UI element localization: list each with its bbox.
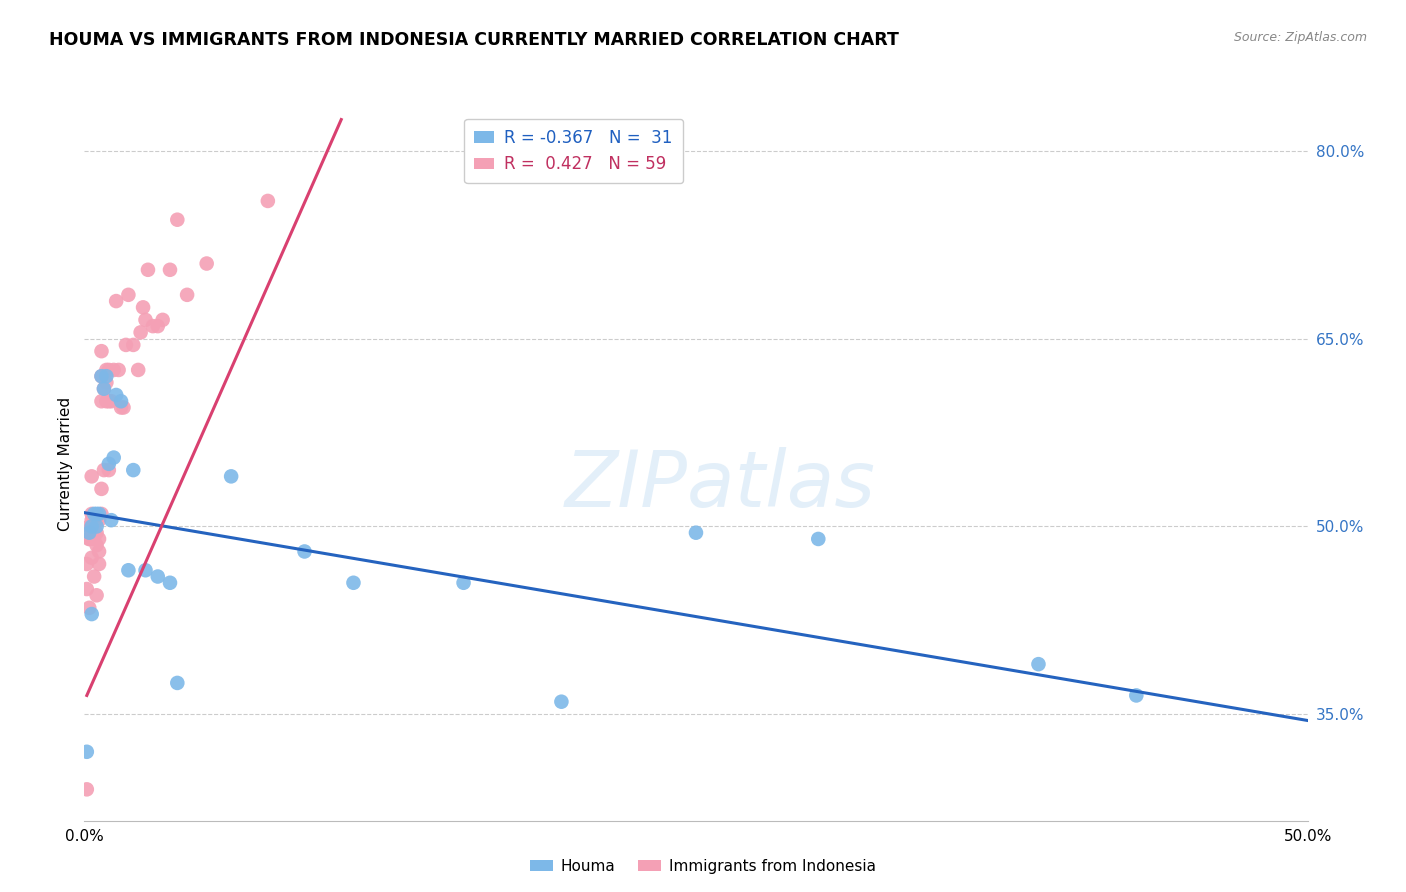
Point — [90, 507, 112, 521]
Point — [87, 507, 110, 521]
Point — [257, 194, 280, 208]
Point — [166, 212, 188, 227]
Point — [83, 507, 105, 521]
Point — [107, 363, 129, 377]
Point — [87, 532, 110, 546]
Point — [80, 469, 103, 483]
Y-axis label: Currently Married: Currently Married — [58, 397, 73, 531]
Point — [342, 575, 364, 590]
Point — [453, 575, 475, 590]
Point — [86, 538, 108, 552]
Point — [807, 532, 830, 546]
Point — [129, 326, 152, 340]
Point — [117, 563, 139, 577]
Point — [136, 262, 159, 277]
Point — [176, 288, 198, 302]
Point — [76, 782, 98, 797]
Legend: R = -0.367   N =  31, R =  0.427   N = 59: R = -0.367 N = 31, R = 0.427 N = 59 — [464, 119, 683, 183]
Point — [97, 363, 120, 377]
Point — [166, 676, 188, 690]
Point — [105, 294, 128, 309]
Point — [115, 338, 138, 352]
Point — [93, 463, 115, 477]
Point — [294, 544, 316, 558]
Point — [96, 363, 118, 377]
Point — [97, 463, 120, 477]
Point — [86, 507, 108, 521]
Point — [100, 394, 122, 409]
Point — [159, 575, 181, 590]
Point — [100, 513, 122, 527]
Point — [90, 369, 112, 384]
Point — [122, 463, 145, 477]
Point — [86, 513, 108, 527]
Point — [93, 382, 115, 396]
Point — [112, 401, 135, 415]
Point — [142, 319, 165, 334]
Point — [90, 369, 112, 384]
Point — [80, 550, 103, 565]
Point — [103, 450, 125, 465]
Point — [87, 513, 110, 527]
Point — [105, 388, 128, 402]
Point — [86, 588, 108, 602]
Point — [152, 313, 174, 327]
Point — [1125, 689, 1147, 703]
Point — [96, 376, 118, 390]
Point — [80, 519, 103, 533]
Point — [135, 313, 157, 327]
Point — [685, 525, 707, 540]
Point — [83, 569, 105, 583]
Point — [97, 457, 120, 471]
Point — [103, 363, 125, 377]
Text: Source: ZipAtlas.com: Source: ZipAtlas.com — [1233, 31, 1367, 45]
Point — [77, 519, 100, 533]
Text: HOUMA VS IMMIGRANTS FROM INDONESIA CURRENTLY MARRIED CORRELATION CHART: HOUMA VS IMMIGRANTS FROM INDONESIA CURRE… — [49, 31, 898, 49]
Point — [146, 569, 169, 583]
Point — [110, 394, 132, 409]
Point — [77, 532, 100, 546]
Legend: Houma, Immigrants from Indonesia: Houma, Immigrants from Indonesia — [524, 853, 882, 880]
Point — [76, 745, 98, 759]
Point — [110, 401, 132, 415]
Text: ZIPatlas: ZIPatlas — [565, 447, 876, 524]
Point — [80, 519, 103, 533]
Point — [122, 338, 145, 352]
Point — [90, 344, 112, 359]
Point — [86, 525, 108, 540]
Point — [87, 557, 110, 571]
Point — [90, 482, 112, 496]
Point — [135, 563, 157, 577]
Point — [127, 363, 149, 377]
Point — [80, 513, 103, 527]
Point — [219, 469, 242, 483]
Point — [96, 394, 118, 409]
Point — [93, 382, 115, 396]
Point — [90, 394, 112, 409]
Point — [83, 513, 105, 527]
Point — [195, 256, 218, 270]
Point — [132, 301, 155, 315]
Point — [146, 319, 169, 334]
Point — [96, 369, 118, 384]
Point — [77, 600, 100, 615]
Point — [87, 544, 110, 558]
Point — [76, 582, 98, 596]
Point — [77, 525, 100, 540]
Point — [159, 262, 181, 277]
Point — [77, 532, 100, 546]
Point — [550, 695, 572, 709]
Point — [1028, 657, 1050, 672]
Point — [117, 288, 139, 302]
Point — [83, 532, 105, 546]
Point — [97, 394, 120, 409]
Point — [80, 507, 103, 521]
Point — [80, 607, 103, 621]
Point — [80, 525, 103, 540]
Point — [86, 519, 108, 533]
Point — [76, 557, 98, 571]
